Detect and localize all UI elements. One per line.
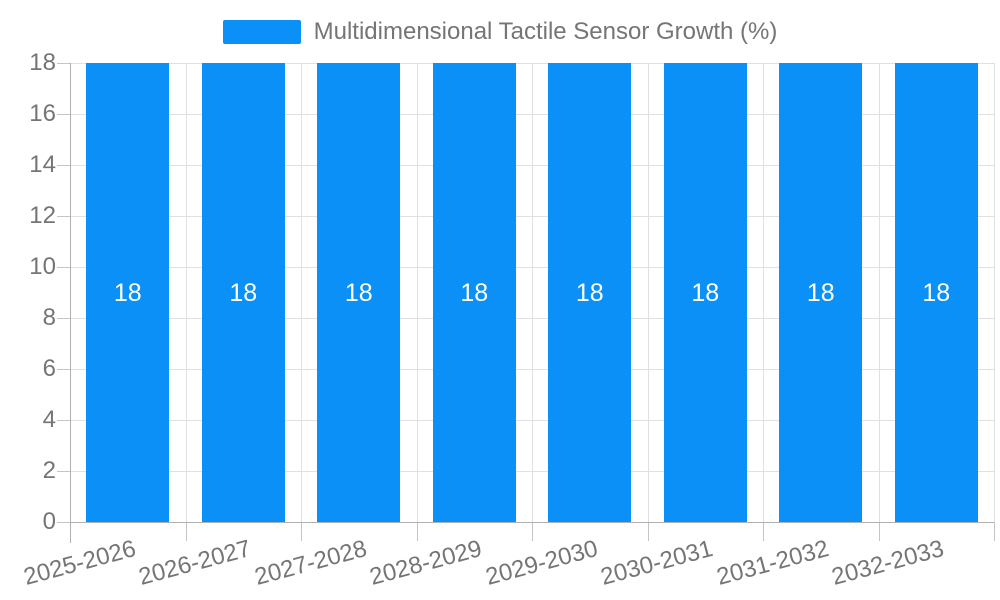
x-axis-tick [301, 522, 302, 541]
y-tick-label: 16 [29, 100, 56, 127]
y-axis-tick [57, 216, 70, 217]
bar[interactable]: 18 [663, 63, 747, 522]
y-tick-label: 2 [42, 457, 56, 484]
x-gridline [301, 63, 302, 522]
y-tick-label: 8 [42, 304, 56, 331]
x-axis-tick [647, 522, 649, 541]
legend[interactable]: Multidimensional Tactile Sensor Growth (… [0, 16, 1000, 48]
bar[interactable]: 18 [317, 63, 401, 522]
x-axis-tick [416, 522, 418, 541]
x-gridline [185, 63, 187, 522]
y-tick-label: 0 [42, 508, 56, 535]
y-tick-label: 14 [29, 151, 56, 178]
x-gridline [878, 63, 880, 522]
y-tick-label: 6 [42, 355, 56, 382]
y-axis-tick [57, 522, 70, 523]
y-axis-tick [57, 369, 70, 370]
y-axis-tick [57, 267, 70, 268]
y-tick-label: 12 [29, 202, 56, 229]
y-tick-label: 4 [42, 406, 56, 433]
x-axis-tick [763, 522, 764, 541]
x-gridline [994, 63, 995, 522]
x-axis-line [70, 522, 994, 523]
y-axis-line [70, 63, 71, 543]
y-tick-label: 18 [29, 49, 56, 76]
y-axis-tick [57, 165, 70, 166]
bar[interactable]: 18 [779, 63, 863, 522]
y-axis-tick [57, 471, 70, 472]
bar[interactable]: 18 [548, 63, 632, 522]
bar-value-label: 18 [806, 278, 835, 307]
bar[interactable]: 18 [432, 63, 516, 522]
x-gridline [416, 63, 418, 522]
x-axis-tick [994, 522, 995, 541]
bar-value-label: 18 [344, 278, 373, 307]
x-gridline [532, 63, 533, 522]
x-axis-tick [185, 522, 187, 541]
bar[interactable]: 18 [894, 63, 978, 522]
legend-label: Multidimensional Tactile Sensor Growth (… [313, 18, 778, 45]
bar[interactable]: 18 [201, 63, 285, 522]
x-gridline [647, 63, 649, 522]
y-axis-tick [57, 420, 70, 421]
y-tick-label: 10 [29, 253, 56, 280]
y-axis-tick [57, 63, 70, 64]
bar-value-label: 18 [922, 278, 951, 307]
bar-value-label: 18 [229, 278, 258, 307]
x-gridline [763, 63, 764, 522]
bar-value-label: 18 [113, 278, 142, 307]
bar-value-label: 18 [575, 278, 604, 307]
y-axis-tick [57, 114, 70, 115]
bar-value-label: 18 [691, 278, 720, 307]
bar-value-label: 18 [460, 278, 489, 307]
bar[interactable]: 18 [86, 63, 170, 522]
y-axis-tick [57, 318, 70, 319]
x-axis-tick [878, 522, 880, 541]
x-axis-tick [532, 522, 533, 541]
legend-swatch [222, 20, 301, 44]
